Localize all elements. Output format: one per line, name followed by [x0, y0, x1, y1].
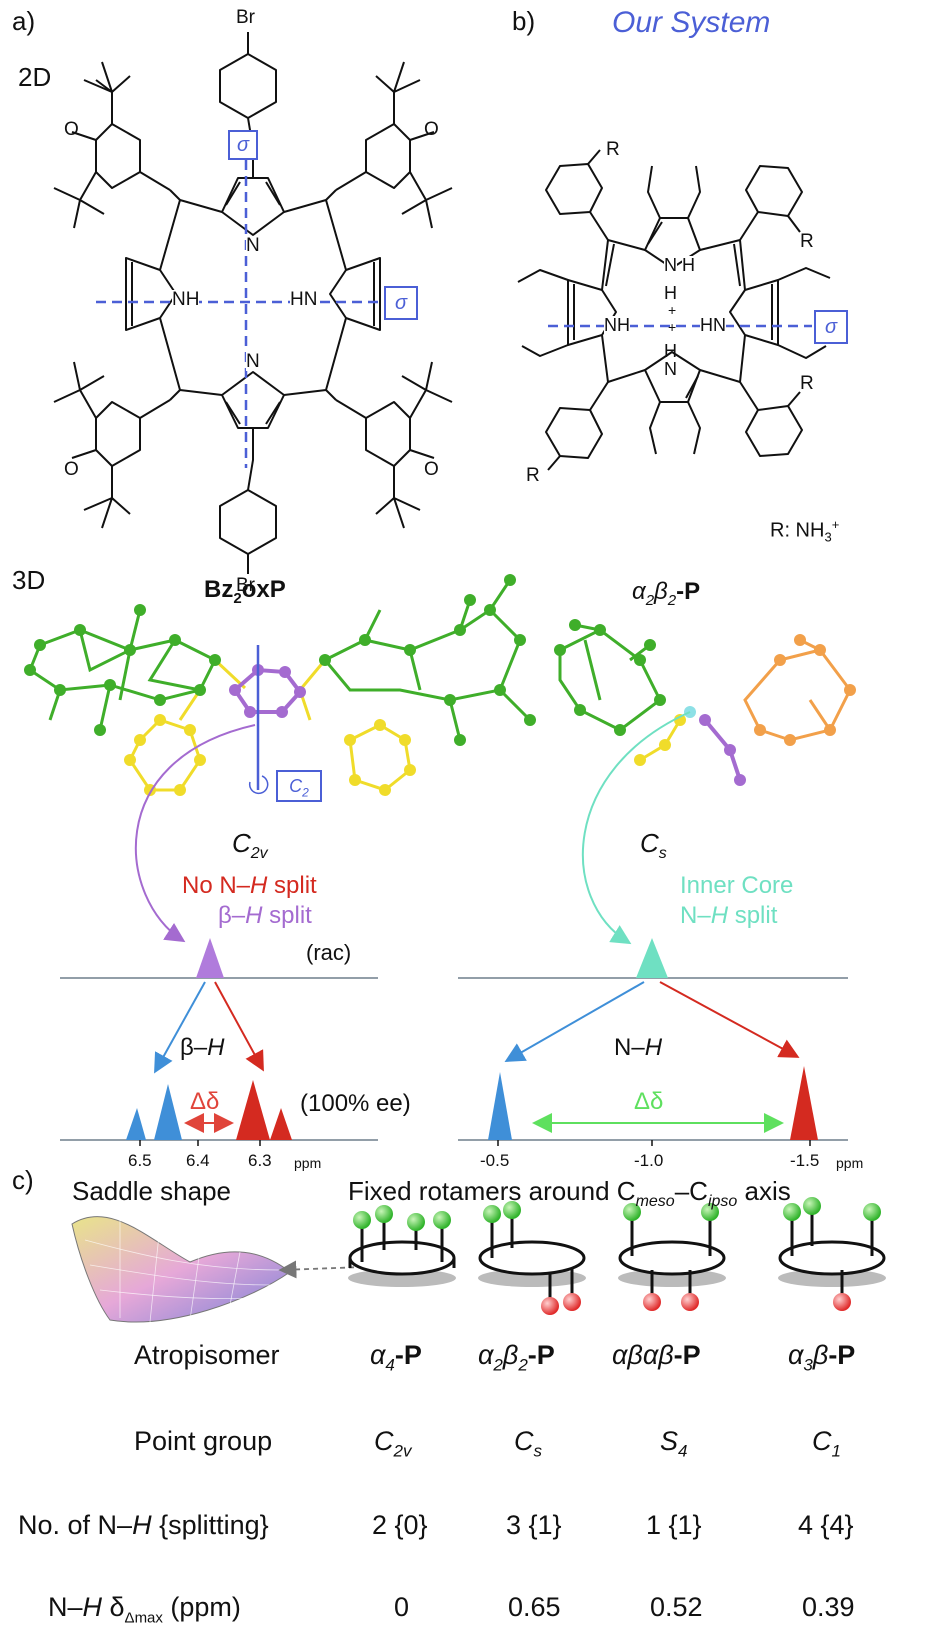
tick-left-1: 6.5 — [128, 1151, 152, 1170]
note-inner-core: Inner Core — [680, 872, 794, 899]
delta-delta-left: Δδ — [190, 1088, 220, 1115]
c2-axis-box: C2 — [276, 770, 322, 802]
sigma-box-b: σ — [814, 310, 848, 344]
o-top-right: O — [424, 119, 439, 140]
panel-c-label: c) — [12, 1165, 34, 1195]
r-bottom-left: R — [526, 465, 540, 486]
nh-abab: 1 {1} — [646, 1510, 702, 1540]
model-right-symmetry: Cs — [640, 828, 667, 863]
model-left-symmetry: C2v — [232, 828, 268, 863]
hn-right: HN — [290, 289, 318, 310]
rotamer-alpha3beta — [778, 1197, 886, 1311]
rotamer-abab — [618, 1203, 726, 1311]
pg-abab: S4 — [660, 1426, 688, 1461]
pg-alpha4: C2v — [374, 1426, 412, 1461]
pg-alpha2beta2: Cs — [514, 1426, 542, 1461]
n-top: N — [246, 235, 260, 256]
rac-label: (rac) — [306, 940, 352, 965]
row-label-nh-count: No. of N–H {splitting} — [18, 1510, 269, 1540]
nh-alpha3beta: 4 {4} — [798, 1510, 854, 1540]
tick-right-2: -1.0 — [634, 1151, 664, 1170]
row-label-point-group: Point group — [134, 1426, 273, 1456]
sigma-box-vertical: σ — [228, 130, 258, 160]
rotamer-alpha2beta2 — [478, 1201, 586, 1315]
sigma-box-horizontal: σ — [384, 286, 418, 320]
nmr-left-spectrum — [60, 938, 378, 1146]
tick-left-2: 6.4 — [186, 1151, 210, 1170]
isomer-alpha3beta: α3β-P — [788, 1340, 856, 1375]
unit-right: ppm — [836, 1155, 864, 1171]
n-bottom: N — [246, 351, 260, 372]
structure-a — [53, 32, 453, 574]
nh-alpha2beta2: 3 {1} — [506, 1510, 562, 1540]
pg-alpha3beta: C1 — [812, 1426, 841, 1461]
r-definition: R: NH3+ — [770, 517, 840, 545]
hn-right-b: HN — [700, 315, 726, 335]
nh-top-n: N — [664, 255, 677, 275]
plus-bottom: + — [668, 319, 677, 335]
row-label-delta: N–H δΔmax (ppm) — [48, 1592, 241, 1627]
plus-top: + — [668, 302, 677, 318]
isomer-alpha2beta2: α2β2-P — [478, 1340, 555, 1375]
nh-label: N–H — [614, 1034, 663, 1061]
panel-b-label: b) — [512, 6, 536, 36]
tick-right-1: -0.5 — [480, 1151, 510, 1170]
note-beta-h-split: β–H split — [218, 902, 312, 929]
model-left — [24, 574, 536, 796]
model-right-name: α2β2-P — [632, 578, 701, 609]
o-top-left: O — [64, 119, 79, 140]
o-bottom-right: O — [424, 459, 439, 480]
delta-abab: 0.52 — [650, 1592, 703, 1622]
o-bottom-left: O — [64, 459, 79, 480]
h-bottom-b: H — [664, 341, 677, 361]
nh-left-b: NH — [604, 315, 630, 335]
label-3d: 3D — [12, 565, 46, 595]
nmr-right-spectrum — [458, 938, 848, 1146]
delta-alpha3beta: 0.39 — [802, 1592, 855, 1622]
fixed-rotamers-label: Fixed rotamers around Cmeso–Cipso axis — [348, 1176, 791, 1211]
delta-alpha2beta2: 0.65 — [508, 1592, 561, 1622]
r-top-left: R — [606, 139, 620, 160]
saddle-shape-label: Saddle shape — [72, 1176, 232, 1206]
note-nh-split: N–H split — [680, 902, 778, 929]
br-top: Br — [236, 7, 255, 28]
structure-b — [517, 149, 831, 471]
r-bottom-right: R — [800, 373, 814, 394]
r-top-right: R — [800, 231, 814, 252]
br-bottom: Br — [236, 575, 255, 596]
model-right — [554, 619, 856, 786]
nh-alpha4: 2 {0} — [372, 1510, 428, 1540]
n-bottom-b: N — [664, 359, 677, 379]
row-label-atropisomer: Atropisomer — [134, 1340, 280, 1370]
isomer-alpha4: α4-P — [370, 1340, 422, 1375]
peak-rac-right — [636, 938, 668, 978]
tick-right-3: -1.5 — [790, 1151, 820, 1170]
peak-rac-left — [196, 938, 224, 978]
rotamer-alpha4 — [348, 1205, 456, 1287]
saddle-surface — [71, 1215, 291, 1323]
panel-a-label: a) — [12, 6, 36, 36]
tick-left-3: 6.3 — [248, 1151, 272, 1170]
label-2d: 2D — [18, 62, 52, 92]
isomer-abab: αβαβ-P — [612, 1340, 701, 1370]
h-top-second: H — [664, 283, 677, 303]
nh-top-h: H — [682, 255, 695, 275]
beta-h-label: β–H — [180, 1034, 225, 1061]
delta-delta-right: Δδ — [634, 1088, 664, 1115]
unit-left: ppm — [294, 1155, 322, 1171]
delta-alpha4: 0 — [394, 1592, 410, 1622]
ee-label: (100% ee) — [300, 1090, 411, 1117]
panel-b-title: Our System — [612, 6, 771, 39]
note-no-nh-split: No N–H split — [182, 872, 317, 899]
nh-left: NH — [172, 289, 200, 310]
model-left-name: Bz2oxP — [204, 576, 286, 607]
